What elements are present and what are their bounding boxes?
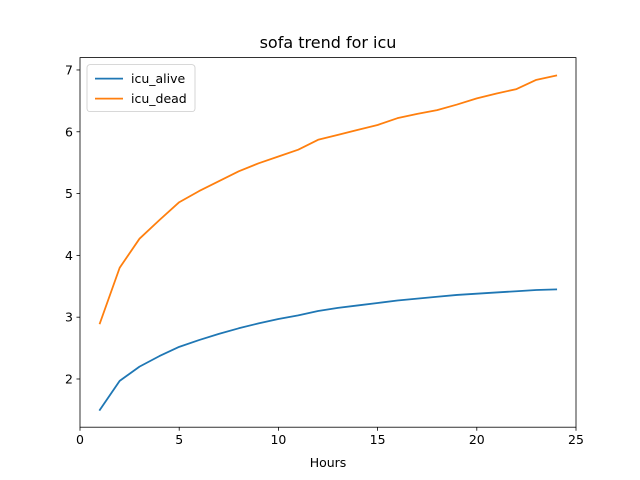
y-tick-label: 3 [65,310,73,325]
y-tick-label: 6 [65,124,73,139]
series-line-icu-alive [98,288,558,412]
plot-area: 0 5 10 15 20 25 2 3 4 5 6 7 [65,57,584,447]
legend-label: icu_alive [131,71,186,86]
x-tick-label: 10 [270,432,286,447]
y-tick-label: 2 [65,371,73,386]
series-line-icu-dead [98,74,558,325]
chart-title: sofa trend for icu [260,33,397,52]
axes-frame [79,57,577,428]
legend-label: icu_dead [131,91,187,106]
y-tick-label: 5 [65,186,73,201]
x-axis-label: Hours [310,455,347,470]
legend-box [86,64,196,112]
x-tick-label: 5 [175,432,183,447]
x-tick-label: 15 [370,432,386,447]
x-tick-label: 20 [469,432,485,447]
y-tick-label: 7 [65,62,73,77]
legend: icu_alive icu_dead [86,64,196,112]
x-tick-label: 25 [568,432,584,447]
y-tick-label: 4 [65,248,73,263]
x-tick-label: 0 [76,432,84,447]
